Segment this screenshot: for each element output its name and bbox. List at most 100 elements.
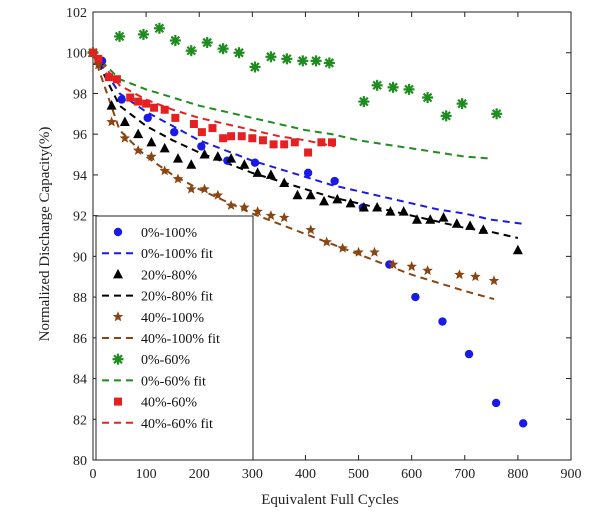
data-point bbox=[226, 153, 237, 163]
data-point bbox=[239, 201, 250, 212]
data-point bbox=[456, 98, 468, 110]
series-40-100 bbox=[87, 47, 500, 286]
y-tick-label: 96 bbox=[73, 128, 87, 143]
data-point bbox=[451, 218, 462, 228]
data-point bbox=[406, 261, 417, 271]
legend-label: 40%-60% fit bbox=[141, 417, 213, 432]
data-point bbox=[217, 43, 229, 55]
data-point bbox=[358, 201, 369, 212]
legend-marker bbox=[112, 311, 124, 322]
x-tick-label: 100 bbox=[136, 467, 157, 482]
data-point bbox=[225, 199, 237, 210]
data-point bbox=[249, 61, 261, 73]
data-point bbox=[411, 292, 420, 302]
data-point bbox=[332, 193, 343, 204]
data-point bbox=[119, 132, 131, 143]
legend-label: 20%-80% fit bbox=[141, 290, 213, 305]
y-tick-label: 98 bbox=[73, 87, 87, 102]
y-axis-title: Normalized Discharge Capacity(%) bbox=[37, 127, 53, 342]
data-point bbox=[425, 214, 436, 224]
data-point bbox=[369, 246, 380, 257]
data-point bbox=[239, 159, 250, 169]
data-point bbox=[171, 113, 180, 122]
x-tick-label: 600 bbox=[401, 467, 422, 482]
y-tick-label: 90 bbox=[73, 250, 87, 265]
series-0-60 bbox=[87, 22, 503, 122]
data-point bbox=[197, 142, 206, 151]
data-point bbox=[126, 93, 135, 102]
y-tick-label: 94 bbox=[73, 169, 87, 184]
data-point bbox=[292, 189, 303, 200]
data-point bbox=[143, 113, 152, 123]
data-point bbox=[488, 275, 500, 286]
y-tick-label: 88 bbox=[73, 291, 87, 306]
data-point bbox=[491, 398, 501, 408]
data-point bbox=[385, 206, 396, 216]
data-point bbox=[106, 116, 117, 127]
data-point bbox=[310, 55, 322, 67]
legend-label: 20%-80% bbox=[141, 268, 197, 283]
data-point bbox=[328, 138, 336, 147]
data-point bbox=[201, 37, 213, 49]
data-point bbox=[512, 244, 523, 255]
series-0-100 bbox=[88, 48, 528, 428]
y-tick-label: 100 bbox=[66, 47, 87, 62]
data-point bbox=[146, 136, 157, 147]
data-point bbox=[106, 100, 117, 110]
data-point bbox=[398, 206, 409, 216]
data-point bbox=[372, 201, 383, 212]
data-point bbox=[137, 28, 149, 40]
data-point bbox=[470, 271, 481, 282]
data-point bbox=[265, 169, 276, 179]
data-point bbox=[353, 246, 364, 257]
data-point bbox=[438, 317, 447, 326]
data-point bbox=[104, 73, 113, 82]
data-point bbox=[440, 110, 452, 122]
data-point bbox=[208, 124, 217, 133]
data-point bbox=[250, 158, 260, 167]
data-point bbox=[258, 136, 267, 145]
data-point bbox=[371, 79, 383, 91]
data-point bbox=[199, 149, 210, 159]
data-point bbox=[237, 132, 246, 141]
legend-label: 0%-60% fit bbox=[141, 374, 206, 389]
series-layer bbox=[87, 22, 528, 428]
data-point bbox=[358, 96, 370, 108]
legend-box bbox=[95, 215, 254, 461]
data-point bbox=[438, 212, 449, 222]
data-point bbox=[317, 138, 326, 147]
legend-marker bbox=[112, 353, 124, 365]
data-point bbox=[132, 144, 144, 155]
series-40-60 bbox=[89, 48, 336, 157]
y-tick-label: 84 bbox=[73, 373, 87, 388]
data-point bbox=[189, 120, 198, 128]
data-point bbox=[265, 51, 277, 63]
data-point bbox=[212, 189, 224, 200]
data-point bbox=[142, 99, 151, 108]
data-point bbox=[186, 159, 197, 169]
data-point bbox=[94, 54, 103, 63]
legend-label: 0%-60% bbox=[141, 353, 190, 368]
legend-marker bbox=[113, 227, 123, 237]
data-point bbox=[319, 195, 330, 206]
data-point bbox=[337, 242, 348, 253]
x-tick-label: 800 bbox=[507, 467, 528, 482]
data-point bbox=[114, 30, 126, 42]
data-point bbox=[169, 35, 181, 47]
data-point bbox=[422, 92, 434, 104]
data-point bbox=[233, 47, 245, 59]
x-tick-label: 500 bbox=[348, 467, 369, 482]
data-point bbox=[265, 210, 277, 221]
data-point bbox=[305, 189, 316, 200]
fit-line-0-60-fit bbox=[92, 51, 492, 160]
data-point bbox=[279, 177, 290, 188]
series-20-80 bbox=[88, 47, 523, 255]
data-point bbox=[150, 103, 159, 112]
data-point bbox=[185, 45, 197, 57]
data-point bbox=[403, 83, 415, 95]
data-point bbox=[172, 153, 183, 163]
legend-label: 40%-60% bbox=[141, 396, 197, 411]
data-point bbox=[304, 148, 313, 157]
